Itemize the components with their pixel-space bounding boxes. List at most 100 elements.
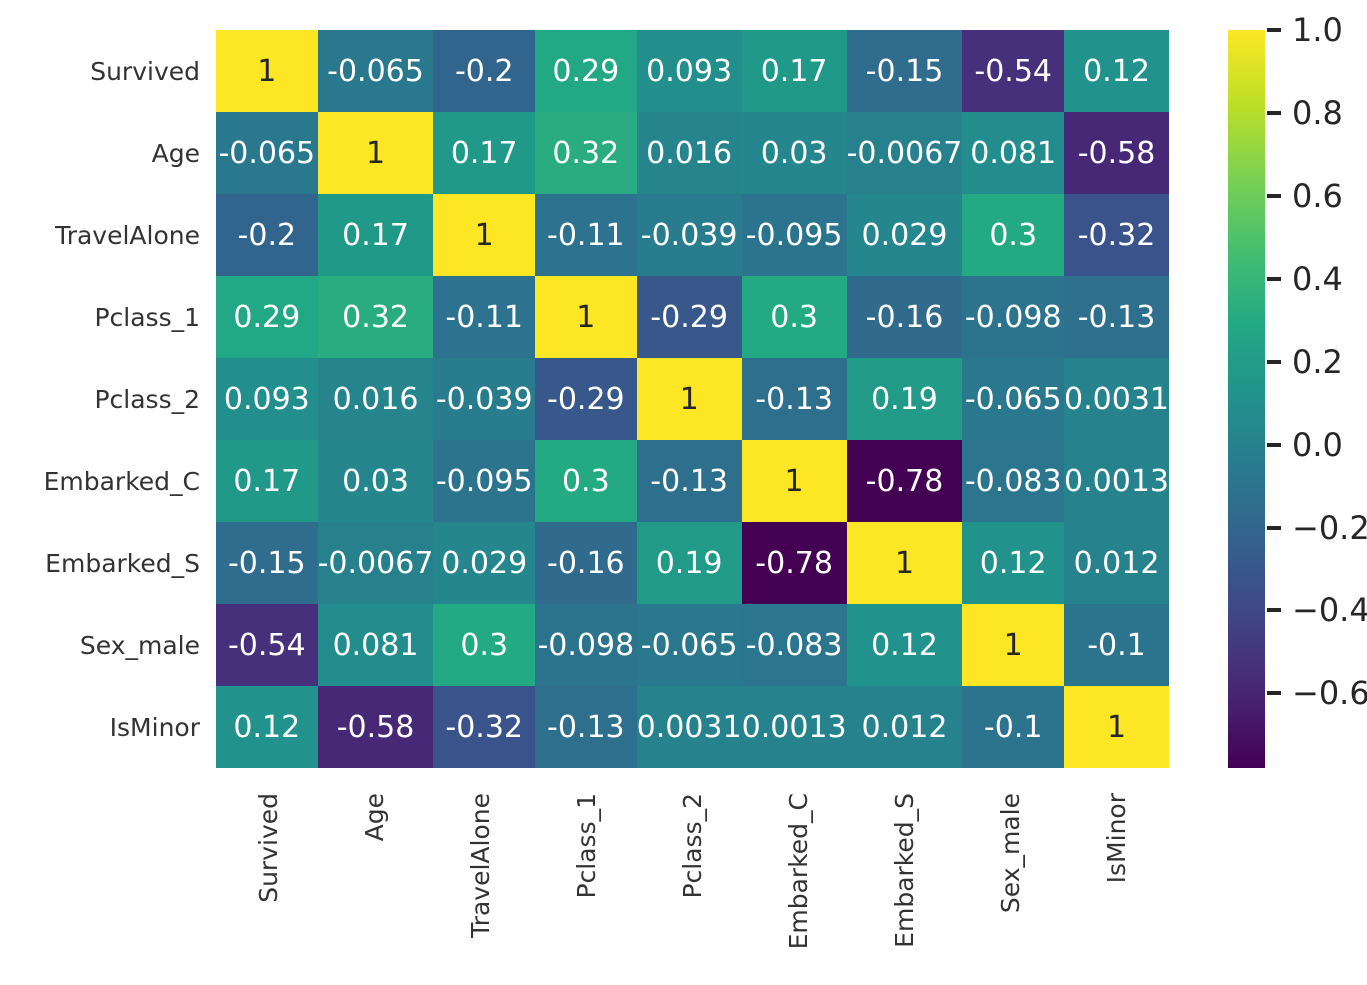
cell-value: 1 [784,463,804,499]
cell-value: -0.2 [237,217,297,253]
cell-value: -0.065 [640,627,738,663]
x-tick-label: Embarked_C [783,793,813,950]
cell-value: 0.093 [646,53,733,89]
cell-value: -0.11 [445,299,524,335]
heatmap-cell: 1 [846,522,963,604]
heatmap-cell: 0.3 [535,440,637,522]
x-tick-label: Pclass_2 [678,793,707,899]
cell-value: 0.12 [1083,53,1150,89]
cell-value: -0.15 [865,53,944,89]
heatmap-cell: -0.54 [216,604,318,686]
heatmap-cell: 0.016 [636,112,742,194]
heatmap-cell: 0.03 [741,112,847,194]
y-tick-label: Survived [90,56,200,86]
heatmap-cell: -0.098 [962,276,1065,358]
cell-value: 0.012 [861,709,948,745]
colorbar-tick-label: 1.0 [1292,11,1343,49]
cell-value: -0.098 [537,627,635,663]
cell-value: 0.19 [655,545,723,581]
y-tick-label: IsMinor [109,712,200,742]
heatmap-cell: 0.29 [535,30,637,112]
heatmap-cell: -0.065 [962,358,1065,440]
x-tick-label: Pclass_1 [572,793,602,899]
colorbar-tick-mark [1267,359,1281,364]
y-tick-label: Embarked_S [45,548,200,578]
heatmap-cell: -0.78 [741,522,847,604]
y-tick-label: Sex_male [79,630,200,660]
cell-value: 0.19 [871,381,938,417]
heatmap-cell: -0.32 [1064,194,1169,276]
cell-value: -0.16 [865,299,944,335]
cell-value: -0.2 [454,53,514,89]
colorbar-tick-label: 0.6 [1292,176,1343,215]
heatmap-cell: 0.3 [962,194,1065,276]
x-axis-labels: Survived Age TravelAlone Pclass_1 Pclass_2 Em… [216,793,1169,978]
heatmap-cell: 0.029 [846,194,963,276]
x-tick-column: Embarked_S [851,793,957,978]
colorbar-tick-label: −0.2 [1292,508,1367,547]
cell-value: 0.29 [233,299,301,335]
colorbar-tick-label: −0.6 [1292,674,1367,713]
cell-value: 0.17 [233,463,301,499]
heatmap-cell: 1 [317,112,434,194]
heatmap-cell: -0.1 [962,686,1065,768]
colorbar-gradient [1228,30,1265,768]
heatmap-cell: -0.11 [535,194,637,276]
cell-value: -0.13 [755,381,833,417]
heatmap-cell: -0.15 [216,522,318,604]
colorbar-tick-label: 0.0 [1292,425,1343,464]
cell-value: -0.78 [865,463,944,499]
cell-value: -0.13 [547,709,625,745]
cell-value: 0.3 [989,217,1038,253]
heatmap-cell: 1 [433,194,536,276]
cell-value: 1 [257,53,277,89]
cell-value: -0.13 [650,463,728,499]
x-tick-column: Survived [216,793,322,978]
heatmap-cell: 0.093 [216,358,318,440]
y-tick-label: Age [151,138,200,168]
heatmap-cell: 0.17 [317,194,434,276]
x-tick-column: Pclass_1 [534,793,640,978]
cell-value: 0.17 [760,53,828,89]
heatmap-cell: 1 [741,440,847,522]
heatmap-cell: -0.098 [535,604,637,686]
heatmap-cell: 0.012 [1064,522,1169,604]
heatmap-cell: -0.15 [846,30,963,112]
cell-value: 1 [1106,709,1127,745]
cell-value: -0.065 [964,381,1062,417]
cell-value: 0.3 [460,627,509,663]
cell-value: 0.3 [561,463,610,499]
cell-value: -0.0067 [317,545,434,581]
cell-value: -0.083 [745,627,843,663]
cell-value: 0.12 [233,709,301,745]
x-tick-label: Embarked_S [889,793,919,948]
heatmap-cell: 0.0013 [1064,440,1169,522]
cell-value: -0.29 [547,381,625,417]
y-tick-label: Pclass_1 [94,302,200,332]
cell-value: -0.54 [227,627,306,663]
heatmap-cell: 0.19 [636,522,742,604]
x-tick-column: Sex_male [957,793,1063,978]
heatmap-cell: -0.58 [317,686,434,768]
cell-value: 0.0031 [1064,381,1169,417]
colorbar-tick-label: 0.4 [1292,259,1343,298]
colorbar-tick-label: 0.8 [1292,93,1343,132]
cell-value: 0.03 [342,463,409,499]
heatmap-cell: 0.012 [846,686,963,768]
y-tick-label: Embarked_C [43,466,200,496]
heatmap-cell: -0.065 [317,30,434,112]
heatmap-cell: 0.081 [962,112,1065,194]
heatmap-cell: -0.11 [433,276,536,358]
heatmap-cell: 0.19 [846,358,963,440]
heatmap-cell: -0.1 [1064,604,1169,686]
colorbar-tick-mark [1267,608,1281,613]
cell-value: 1 [365,135,386,171]
x-tick-label: Sex_male [995,793,1025,914]
colorbar-tick-label: 0.2 [1292,342,1343,381]
cell-value: 0.12 [979,545,1047,581]
heatmap-cell: 0.0031 [636,686,742,768]
colorbar-tick-label: −0.4 [1292,591,1367,630]
cell-value: -0.29 [650,299,728,335]
colorbar-tick-mark [1267,691,1281,696]
